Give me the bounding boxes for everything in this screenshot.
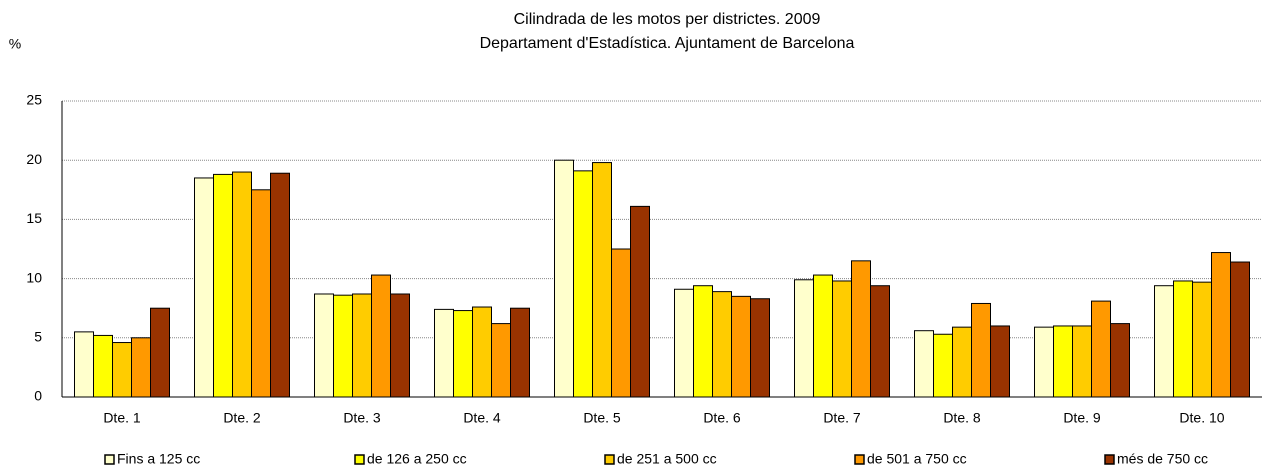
y-axis-label: % bbox=[9, 36, 21, 52]
chart-subtitle: Departament d'Estadística. Ajuntament de… bbox=[480, 35, 855, 52]
bar bbox=[453, 310, 473, 398]
legend-label: Fins a 125 cc bbox=[117, 451, 200, 466]
bar bbox=[674, 288, 694, 398]
bar bbox=[472, 306, 492, 398]
bar bbox=[251, 189, 271, 398]
y-tick-label: 5 bbox=[34, 329, 42, 345]
y-tick-label: 20 bbox=[26, 151, 42, 167]
bar bbox=[150, 307, 170, 398]
bar bbox=[971, 302, 991, 398]
x-tick-label: Dte. 7 bbox=[823, 410, 861, 426]
bar bbox=[592, 162, 612, 398]
bar bbox=[952, 326, 972, 398]
bar bbox=[1110, 323, 1130, 398]
x-tick-label: Dte. 2 bbox=[223, 410, 261, 426]
bar bbox=[352, 293, 372, 398]
x-tick-label: Dte. 1 bbox=[103, 410, 141, 426]
bar bbox=[1173, 280, 1193, 398]
y-tick-label: 0 bbox=[34, 388, 42, 404]
x-tick-label: Dte. 4 bbox=[463, 410, 501, 426]
legend-swatch bbox=[104, 454, 115, 465]
y-tick-label: 15 bbox=[26, 210, 42, 226]
bar bbox=[314, 293, 334, 398]
bar bbox=[750, 298, 770, 398]
bar bbox=[630, 205, 650, 398]
bar bbox=[573, 170, 593, 398]
legend-swatch bbox=[354, 454, 365, 465]
bar bbox=[712, 291, 732, 398]
bar bbox=[194, 177, 214, 398]
bar bbox=[813, 274, 833, 398]
legend-swatch bbox=[1104, 454, 1115, 465]
bar bbox=[1154, 285, 1174, 398]
bar bbox=[371, 274, 391, 398]
bar bbox=[1072, 325, 1092, 398]
x-tick-label: Dte. 10 bbox=[1179, 410, 1224, 426]
legend-swatch bbox=[854, 454, 865, 465]
bar bbox=[933, 333, 953, 398]
legend-swatch bbox=[604, 454, 615, 465]
bar bbox=[213, 173, 233, 398]
bar bbox=[232, 171, 252, 398]
bar bbox=[270, 172, 290, 398]
bar bbox=[693, 285, 713, 398]
bar bbox=[611, 248, 631, 398]
bar bbox=[510, 307, 530, 398]
legend-label: més de 750 cc bbox=[1117, 451, 1208, 466]
bar bbox=[851, 260, 871, 398]
bar bbox=[990, 325, 1010, 398]
bar bbox=[870, 285, 890, 398]
bar bbox=[832, 280, 852, 398]
bar bbox=[390, 293, 410, 398]
bar bbox=[1034, 326, 1054, 398]
legend-label: de 501 a 750 cc bbox=[867, 451, 967, 466]
bar bbox=[1230, 261, 1250, 398]
legend-label: de 251 a 500 cc bbox=[617, 451, 717, 466]
y-tick-label: 25 bbox=[26, 92, 42, 108]
bar bbox=[731, 295, 751, 398]
x-tick-label: Dte. 6 bbox=[703, 410, 741, 426]
bar bbox=[1091, 300, 1111, 398]
bar bbox=[93, 334, 113, 398]
x-tick-label: Dte. 9 bbox=[1063, 410, 1101, 426]
chart-title: Cilindrada de les motos per districtes. … bbox=[514, 11, 821, 28]
bar bbox=[1211, 252, 1231, 398]
bar bbox=[794, 279, 814, 398]
bar bbox=[491, 323, 511, 398]
x-tick-label: Dte. 8 bbox=[943, 410, 981, 426]
bar bbox=[1192, 281, 1212, 398]
bar bbox=[131, 337, 151, 398]
bar bbox=[914, 330, 934, 398]
bar bbox=[333, 294, 353, 398]
y-tick-label: 10 bbox=[26, 269, 42, 285]
bar bbox=[1053, 325, 1073, 398]
bar bbox=[112, 342, 132, 398]
bar bbox=[554, 159, 574, 398]
x-tick-label: Dte. 3 bbox=[343, 410, 381, 426]
x-tick-label: Dte. 5 bbox=[583, 410, 621, 426]
bar bbox=[434, 308, 454, 398]
bar bbox=[74, 331, 94, 398]
legend-label: de 126 a 250 cc bbox=[367, 451, 467, 466]
